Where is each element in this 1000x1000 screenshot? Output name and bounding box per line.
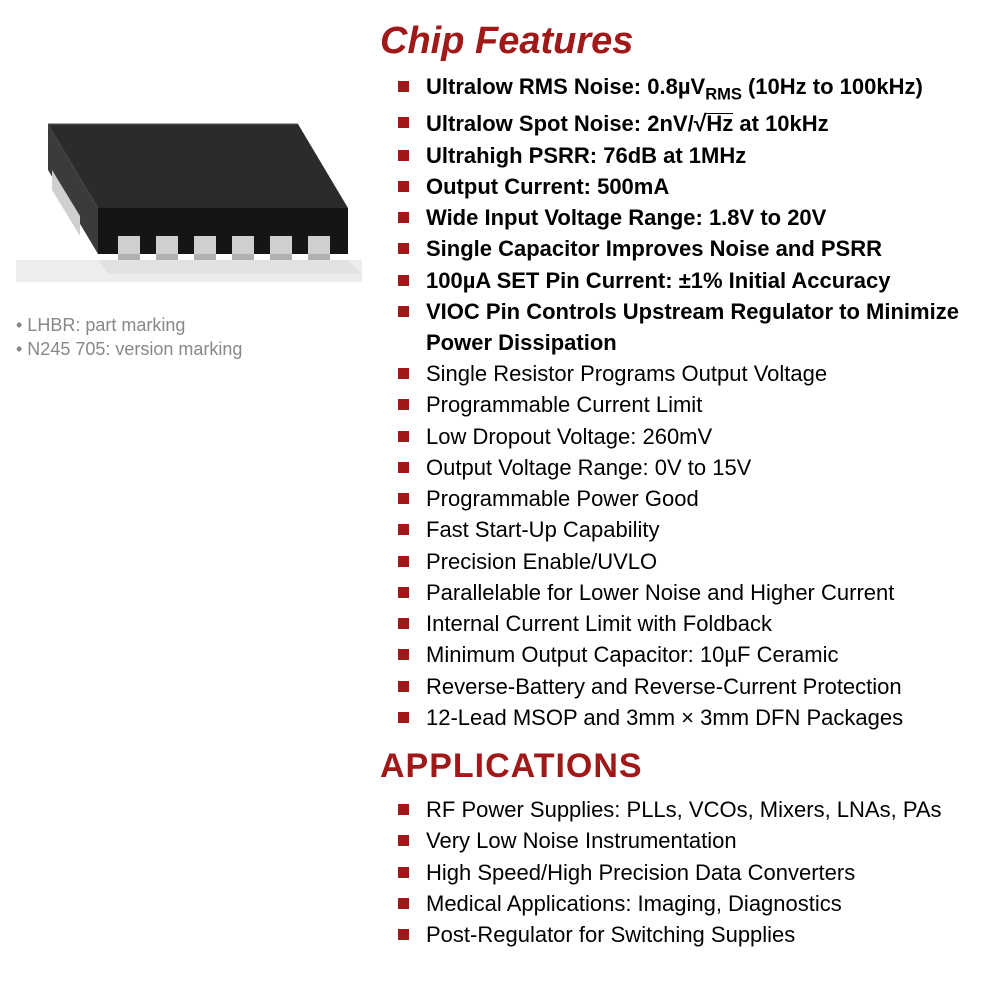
application-item: RF Power Supplies: PLLs, VCOs, Mixers, L…: [426, 794, 980, 825]
feature-item: Minimum Output Capacitor: 10µF Ceramic: [426, 639, 980, 670]
feature-item: 100µA SET Pin Current: ±1% Initial Accur…: [426, 265, 980, 296]
feature-item: VIOC Pin Controls Upstream Regulator to …: [426, 296, 980, 358]
feature-item: Ultralow Spot Noise: 2nV/√Hz at 10kHz: [426, 107, 980, 140]
feature-item: Precision Enable/UVLO: [426, 546, 980, 577]
chip-illustration: [10, 60, 370, 300]
feature-item: Fast Start-Up Capability: [426, 514, 980, 545]
marking-line-2: • N245 705: version marking: [16, 337, 380, 361]
feature-item: Single Resistor Programs Output Voltage: [426, 358, 980, 389]
feature-item: Wide Input Voltage Range: 1.8V to 20V: [426, 202, 980, 233]
applications-heading: APPLICATIONS: [380, 747, 980, 786]
feature-item: Internal Current Limit with Foldback: [426, 608, 980, 639]
feature-item: Ultralow RMS Noise: 0.8µVRMS (10Hz to 10…: [426, 71, 980, 107]
application-item: Very Low Noise Instrumentation: [426, 825, 980, 856]
feature-item: Low Dropout Voltage: 260mV: [426, 421, 980, 452]
left-column: • LHBR: part marking • N245 705: version…: [10, 20, 380, 980]
application-item: High Speed/High Precision Data Converter…: [426, 857, 980, 888]
application-item: Post-Regulator for Switching Supplies: [426, 919, 980, 950]
marking-line-1: • LHBR: part marking: [16, 313, 380, 337]
feature-item: 12-Lead MSOP and 3mm × 3mm DFN Packages: [426, 702, 980, 733]
applications-list: RF Power Supplies: PLLs, VCOs, Mixers, L…: [380, 794, 980, 950]
feature-item: Output Voltage Range: 0V to 15V: [426, 452, 980, 483]
feature-item: Programmable Power Good: [426, 483, 980, 514]
feature-item: Ultrahigh PSRR: 76dB at 1MHz: [426, 140, 980, 171]
marking-notes: • LHBR: part marking • N245 705: version…: [10, 313, 380, 362]
feature-item: Parallelable for Lower Noise and Higher …: [426, 577, 980, 608]
feature-item: Programmable Current Limit: [426, 389, 980, 420]
application-item: Medical Applications: Imaging, Diagnosti…: [426, 888, 980, 919]
feature-item: Single Capacitor Improves Noise and PSRR: [426, 233, 980, 264]
feature-item: Output Current: 500mA: [426, 171, 980, 202]
features-heading: Chip Features: [380, 20, 980, 63]
feature-item: Reverse-Battery and Reverse-Current Prot…: [426, 671, 980, 702]
right-column: Chip Features Ultralow RMS Noise: 0.8µVR…: [380, 20, 990, 980]
features-list: Ultralow RMS Noise: 0.8µVRMS (10Hz to 10…: [380, 71, 980, 733]
